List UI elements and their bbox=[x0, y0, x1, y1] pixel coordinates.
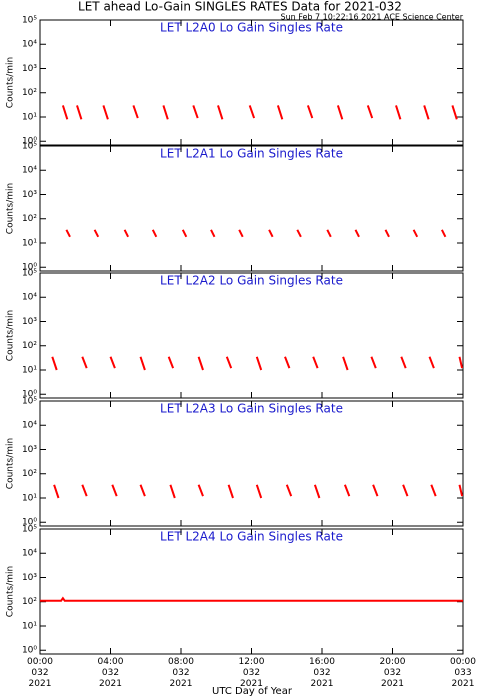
x-tick-label: 16:00 032 2021 bbox=[309, 657, 335, 689]
plot-frame bbox=[39, 19, 464, 146]
y-tick-label: 10⁴ bbox=[22, 40, 37, 50]
y-tick-label: 10¹ bbox=[22, 493, 37, 503]
y-tick-label: 10⁴ bbox=[22, 549, 37, 559]
y-tick-label: 10⁴ bbox=[22, 293, 37, 303]
data-line bbox=[65, 229, 447, 238]
y-tick-label: 10¹ bbox=[22, 365, 37, 375]
y-tick-label: 10⁰ bbox=[22, 646, 37, 656]
y-tick-label: 10⁴ bbox=[22, 166, 37, 176]
panel-title: LET L2A4 Lo Gain Singles Rate bbox=[160, 530, 343, 544]
x-tick-label: 08:00 032 2021 bbox=[168, 657, 194, 689]
y-axis-label: Counts/min bbox=[6, 566, 16, 617]
y-tick-label: 10⁰ bbox=[22, 390, 37, 400]
plot-frame bbox=[39, 272, 464, 399]
x-tick-label: 12:00 032 2021 bbox=[238, 657, 265, 689]
y-tick-label: 10² bbox=[22, 597, 37, 607]
x-axis-label: UTC Day of Year bbox=[212, 686, 293, 697]
plot-frame bbox=[39, 145, 464, 272]
y-tick-label: 10⁰ bbox=[22, 137, 37, 147]
y-tick-label: 10³ bbox=[22, 317, 37, 327]
y-tick-label: 10³ bbox=[22, 445, 37, 455]
panel-title: LET L2A3 Lo Gain Singles Rate bbox=[160, 402, 343, 416]
y-axis-label: Counts/min bbox=[6, 57, 16, 108]
y-tick-label: 10⁵ bbox=[22, 397, 37, 407]
y-axis-label: Counts/min bbox=[6, 310, 16, 361]
panel-title: LET L2A2 Lo Gain Singles Rate bbox=[160, 274, 343, 288]
y-tick-label: 10³ bbox=[22, 573, 37, 583]
y-tick-label: 10² bbox=[22, 88, 37, 98]
y-tick-label: 10⁴ bbox=[22, 421, 37, 431]
y-tick-label: 10³ bbox=[22, 64, 37, 74]
y-tick-label: 10¹ bbox=[22, 238, 37, 248]
y-tick-label: 10¹ bbox=[22, 621, 37, 631]
x-tick-label: 00:00 032 2021 bbox=[27, 657, 53, 689]
data-line bbox=[53, 484, 464, 499]
data-line bbox=[51, 356, 464, 371]
y-tick-label: 10⁰ bbox=[22, 263, 37, 273]
plot-frame bbox=[39, 400, 464, 527]
data-line bbox=[40, 596, 463, 602]
panel-title: LET L2A1 Lo Gain Singles Rate bbox=[160, 147, 343, 161]
y-tick-label: 10³ bbox=[22, 190, 37, 200]
y-axis-label: Counts/min bbox=[6, 438, 16, 489]
plot-frame bbox=[39, 528, 464, 655]
x-tick-label: 20:00 032 2021 bbox=[379, 657, 406, 689]
x-tick-label: 00:00 033 2021 bbox=[450, 657, 476, 689]
y-axis-label: Counts/min bbox=[6, 183, 16, 234]
subtitle: Sun Feb 7 10:22:16 2021 ACE Science Cent… bbox=[281, 13, 464, 22]
y-tick-label: 10⁵ bbox=[22, 525, 37, 535]
y-tick-label: 10⁵ bbox=[22, 16, 37, 26]
panel-title: LET L2A0 Lo Gain Singles Rate bbox=[160, 21, 343, 35]
y-tick-label: 10² bbox=[22, 341, 37, 351]
y-tick-label: 10⁵ bbox=[22, 142, 37, 152]
x-tick-label: 04:00 032 2021 bbox=[97, 657, 124, 689]
y-tick-label: 10⁰ bbox=[22, 518, 37, 528]
data-line bbox=[61, 105, 458, 120]
y-tick-label: 10² bbox=[22, 469, 37, 479]
y-tick-label: 10⁵ bbox=[22, 269, 37, 279]
y-tick-label: 10² bbox=[22, 214, 37, 224]
y-tick-label: 10¹ bbox=[22, 112, 37, 122]
chart-title: LET ahead Lo-Gain SINGLES RATES Data for… bbox=[78, 0, 402, 14]
